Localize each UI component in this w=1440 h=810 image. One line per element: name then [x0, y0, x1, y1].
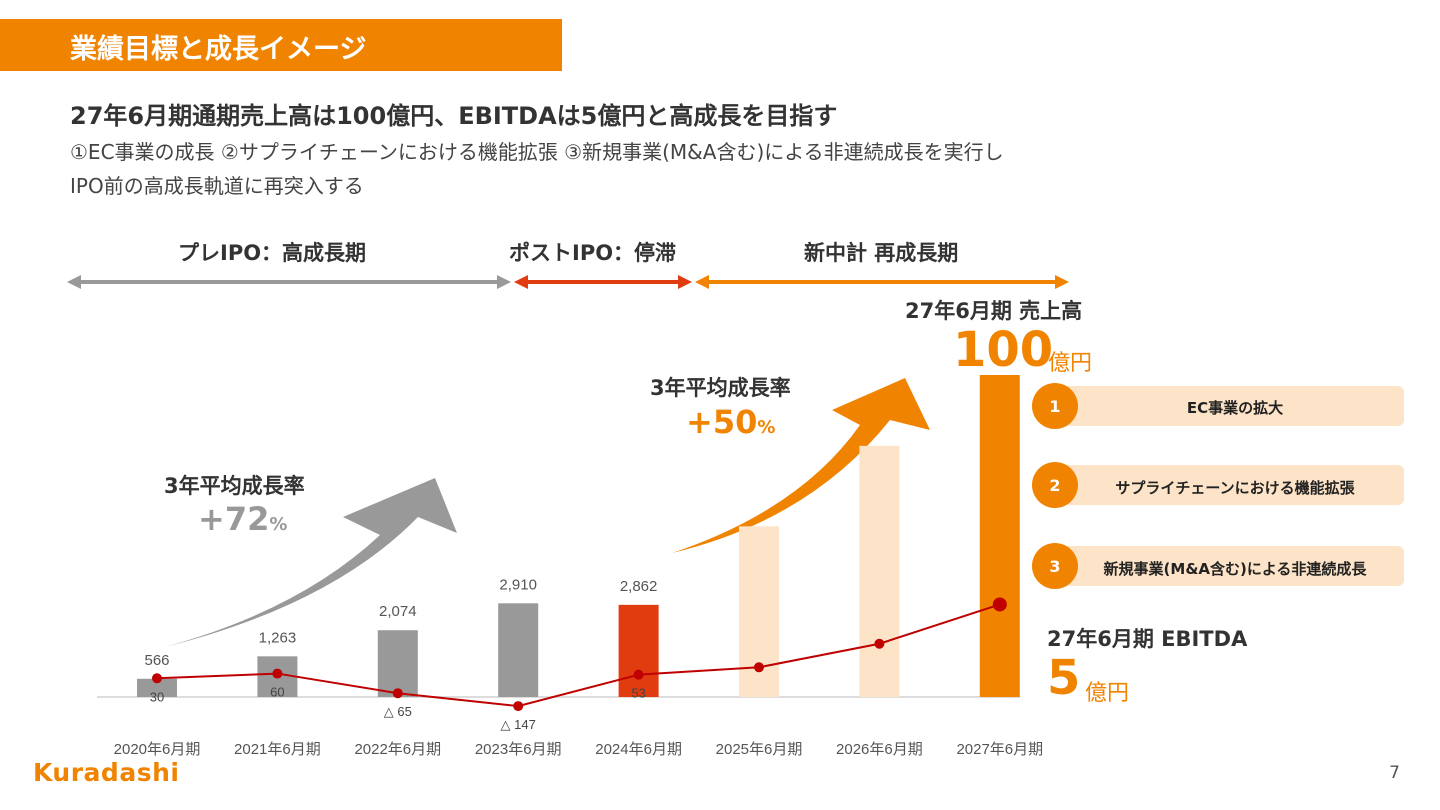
- x-tick-label-2: 2021年6月期: [234, 741, 321, 758]
- initiative-label-3: 新規事業(M&A含む)による非連続成長: [1103, 560, 1367, 578]
- ebitda-value-label-4: △ 147: [501, 717, 536, 732]
- bar-value-label-4: 2,910: [499, 576, 537, 593]
- bar-value-label-2: 1,263: [259, 629, 297, 646]
- initiative-badge-2: 2: [1032, 462, 1078, 508]
- sales-target-value: 100: [953, 322, 1054, 378]
- ebitda-value-label-2: 60: [270, 685, 284, 700]
- ebitda-line: [156, 603, 1001, 708]
- phase-label-new-plan: 新中計 再成長期: [804, 241, 959, 265]
- initiative-badge-1: 1: [1032, 383, 1078, 429]
- sales-target-title: 27年6月期 売上高: [905, 299, 1083, 323]
- ebitda-point-8: [992, 597, 1007, 612]
- growth-arrow-orange: [672, 378, 930, 553]
- x-tick-label-5: 2024年6月期: [595, 741, 682, 758]
- cagr-new-value: +50%: [686, 403, 776, 441]
- subline-1: ①EC事業の成長 ②サプライチェーンにおける機能拡張 ③新規事業(M&A含む)に…: [70, 140, 1004, 164]
- ebitda-point-2: [272, 668, 283, 679]
- ebitda-value-label-3: △ 65: [384, 704, 412, 719]
- ebitda-point-4: [513, 701, 524, 712]
- ebitda-point-5: [633, 669, 644, 680]
- phase-label-pre-ipo: プレIPO：高成長期: [178, 241, 367, 265]
- initiative-label-1: EC事業の拡大: [1186, 399, 1284, 417]
- bar-1: [137, 678, 177, 697]
- phase-label-post-ipo: ポストIPO：停滞: [509, 241, 677, 265]
- x-tick-label-8: 2027年6月期: [956, 741, 1043, 758]
- bar-value-label-3: 2,074: [379, 603, 417, 620]
- page-number: 7: [1389, 763, 1400, 783]
- x-tick-label-6: 2025年6月期: [716, 741, 803, 758]
- ebitda-point-1: [152, 673, 162, 684]
- bar-3: [377, 630, 418, 697]
- ebitda-point-7: [874, 638, 885, 649]
- initiative-badge-3: 3: [1032, 543, 1078, 589]
- initiative-label-2: サプライチェーンにおける機能拡張: [1115, 479, 1355, 497]
- cagr-pre-value: +72%: [198, 500, 288, 538]
- ebitda-point-6: [754, 662, 764, 673]
- subline-2: IPO前の高成長軌道に再突入する: [70, 174, 364, 198]
- x-tick-label-7: 2026年6月期: [836, 741, 923, 758]
- ebitda-value-label-5: 53: [631, 686, 645, 701]
- x-tick-label-4: 2023年6月期: [475, 741, 562, 758]
- ebitda-target-unit: 億円: [1085, 681, 1130, 706]
- bar-8: [979, 375, 1020, 697]
- bar-7: [859, 445, 900, 697]
- x-tick-label-1: 2020年6月期: [114, 741, 201, 758]
- bar-4: [498, 603, 539, 697]
- kuradashi-logo: Kuradashi: [33, 758, 180, 787]
- ebitda-target-value: 5: [1047, 650, 1081, 706]
- initiative-row-1: [1040, 386, 1404, 426]
- bar-value-label-1: 566: [144, 652, 169, 669]
- page-title: 業績目標と成長イメージ: [70, 34, 367, 65]
- header-band: [0, 19, 562, 71]
- ebitda-point-3: [392, 688, 403, 699]
- bar-value-label-5: 2,862: [620, 578, 658, 595]
- initiative-row-3: [1040, 546, 1404, 586]
- sales-target-unit: 億円: [1048, 351, 1093, 376]
- ebitda-target-title: 27年6月期 EBITDA: [1047, 627, 1248, 651]
- bar-5: [618, 604, 659, 697]
- x-tick-label-3: 2022年6月期: [354, 741, 441, 758]
- initiative-row-2: [1040, 465, 1404, 505]
- cagr-new-title: 3年平均成長率: [650, 376, 791, 400]
- cagr-pre-title: 3年平均成長率: [164, 474, 305, 498]
- growth-arrow-gray: [165, 478, 457, 647]
- ebitda-value-label-1: 30: [150, 689, 164, 704]
- headline: 27年6月期通期売上高は100億円、EBITDAは5億円と高成長を目指す: [70, 102, 838, 130]
